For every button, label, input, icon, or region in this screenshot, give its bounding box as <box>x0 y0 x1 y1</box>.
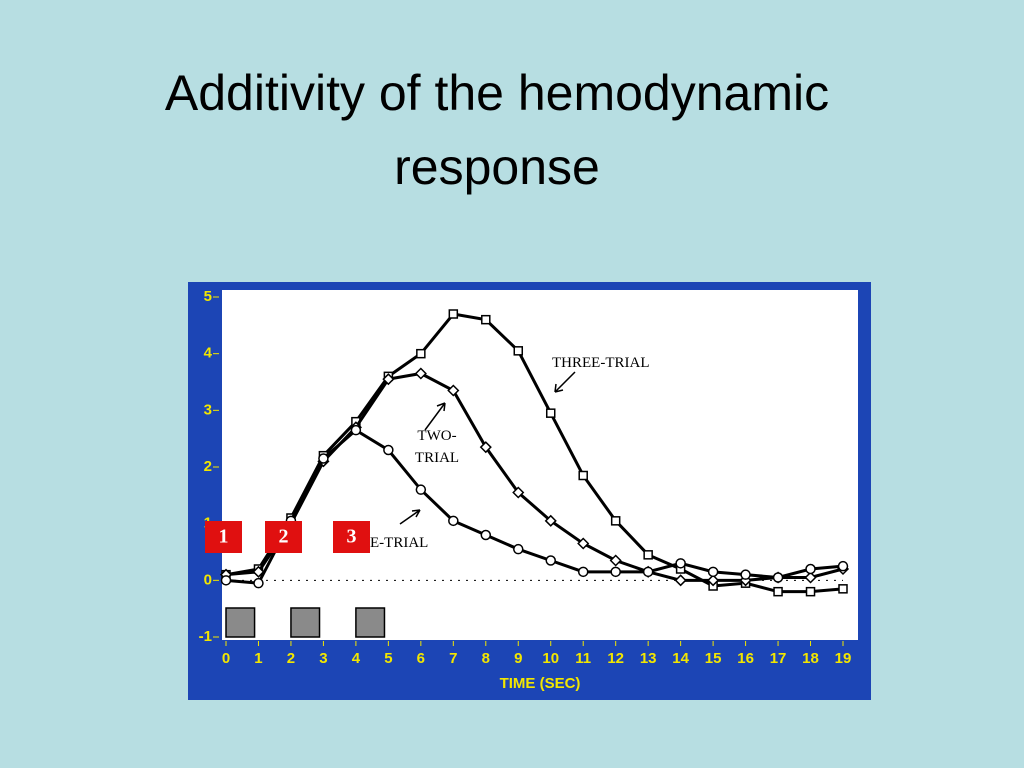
y-tick-label: 4 <box>204 345 213 362</box>
stimulus-label: 1 <box>219 526 229 548</box>
x-tick-label: 12 <box>607 650 624 667</box>
marker <box>578 470 588 481</box>
marker <box>350 424 362 436</box>
marker <box>383 444 394 456</box>
x-tick-label: 16 <box>737 650 754 667</box>
y-tick-label: 5 <box>204 288 212 305</box>
x-tick-label: 0 <box>222 650 230 667</box>
marker <box>252 565 265 578</box>
series-line <box>225 428 844 585</box>
marker <box>414 367 427 380</box>
stimulus-label: 3 <box>347 526 357 548</box>
x-tick-label: 1 <box>254 650 262 667</box>
marker <box>479 441 492 454</box>
y-tick-label: 0 <box>204 571 212 588</box>
y-tick-label: 2 <box>204 458 212 475</box>
marker <box>577 566 589 578</box>
marker <box>220 575 232 586</box>
annotation-arrow <box>424 402 446 431</box>
x-tick-label: 9 <box>514 650 522 667</box>
series-annotation: TWO-TRIAL <box>414 428 460 466</box>
y-tick-label: -1 <box>199 628 212 645</box>
series-annotation: E-TRIAL <box>370 535 428 551</box>
marker <box>643 550 653 560</box>
marker <box>545 555 556 566</box>
marker <box>513 346 524 356</box>
marker <box>318 453 329 464</box>
marker <box>773 586 783 597</box>
x-tick-label: 4 <box>352 650 361 667</box>
marker <box>544 514 557 527</box>
stimulus-box <box>333 521 370 553</box>
stimulus-block <box>355 607 386 638</box>
marker <box>415 484 427 495</box>
marker <box>804 571 817 584</box>
marker <box>512 486 525 499</box>
slide-title: Additivity of the hemodynamic response <box>164 65 830 195</box>
stimulus-block <box>225 607 256 638</box>
marker <box>805 563 816 575</box>
marker <box>674 574 687 587</box>
x-tick-label: 10 <box>542 650 559 667</box>
marker <box>416 348 426 359</box>
series-line <box>225 312 844 594</box>
marker <box>577 537 590 550</box>
annotation-arrow <box>399 509 421 525</box>
marker <box>480 529 492 541</box>
x-tick-label: 8 <box>482 650 490 667</box>
y-tick-label: 3 <box>204 401 212 418</box>
marker <box>481 314 491 325</box>
plot-area <box>222 290 858 640</box>
marker <box>447 384 460 397</box>
x-tick-label: 19 <box>835 650 852 667</box>
x-tick-label: 11 <box>575 650 591 667</box>
marker <box>707 566 719 578</box>
marker <box>642 566 654 578</box>
marker <box>610 516 621 526</box>
x-tick-label: 5 <box>384 650 392 667</box>
annotation-arrow <box>554 371 576 393</box>
marker <box>253 577 264 589</box>
marker <box>448 515 459 527</box>
x-tick-label: 6 <box>417 650 425 667</box>
marker <box>513 543 524 555</box>
x-tick-label: 7 <box>449 650 457 667</box>
marker <box>805 586 816 597</box>
stimulus-block <box>290 607 321 638</box>
marker <box>609 554 622 567</box>
marker <box>675 558 686 569</box>
stimulus-box <box>265 521 302 553</box>
marker <box>838 584 848 594</box>
marker <box>837 560 849 572</box>
marker <box>740 569 751 580</box>
x-tick-label: 18 <box>802 650 819 667</box>
stimulus-label: 2 <box>279 526 289 548</box>
stimulus-box <box>205 521 242 553</box>
marker <box>610 566 621 578</box>
series-annotation: THREE-TRIAL <box>552 355 649 371</box>
marker <box>448 309 459 319</box>
marker <box>545 408 556 418</box>
x-tick-label: 17 <box>770 650 787 667</box>
x-axis-label: TIME (SEC) <box>500 675 581 692</box>
x-tick-label: 3 <box>319 650 327 667</box>
x-tick-label: 14 <box>672 650 689 667</box>
marker <box>382 373 395 386</box>
x-tick-label: 13 <box>640 650 657 667</box>
marker <box>707 574 720 587</box>
x-tick-label: 2 <box>287 650 295 667</box>
marker <box>772 572 784 583</box>
x-tick-label: 15 <box>705 650 722 667</box>
